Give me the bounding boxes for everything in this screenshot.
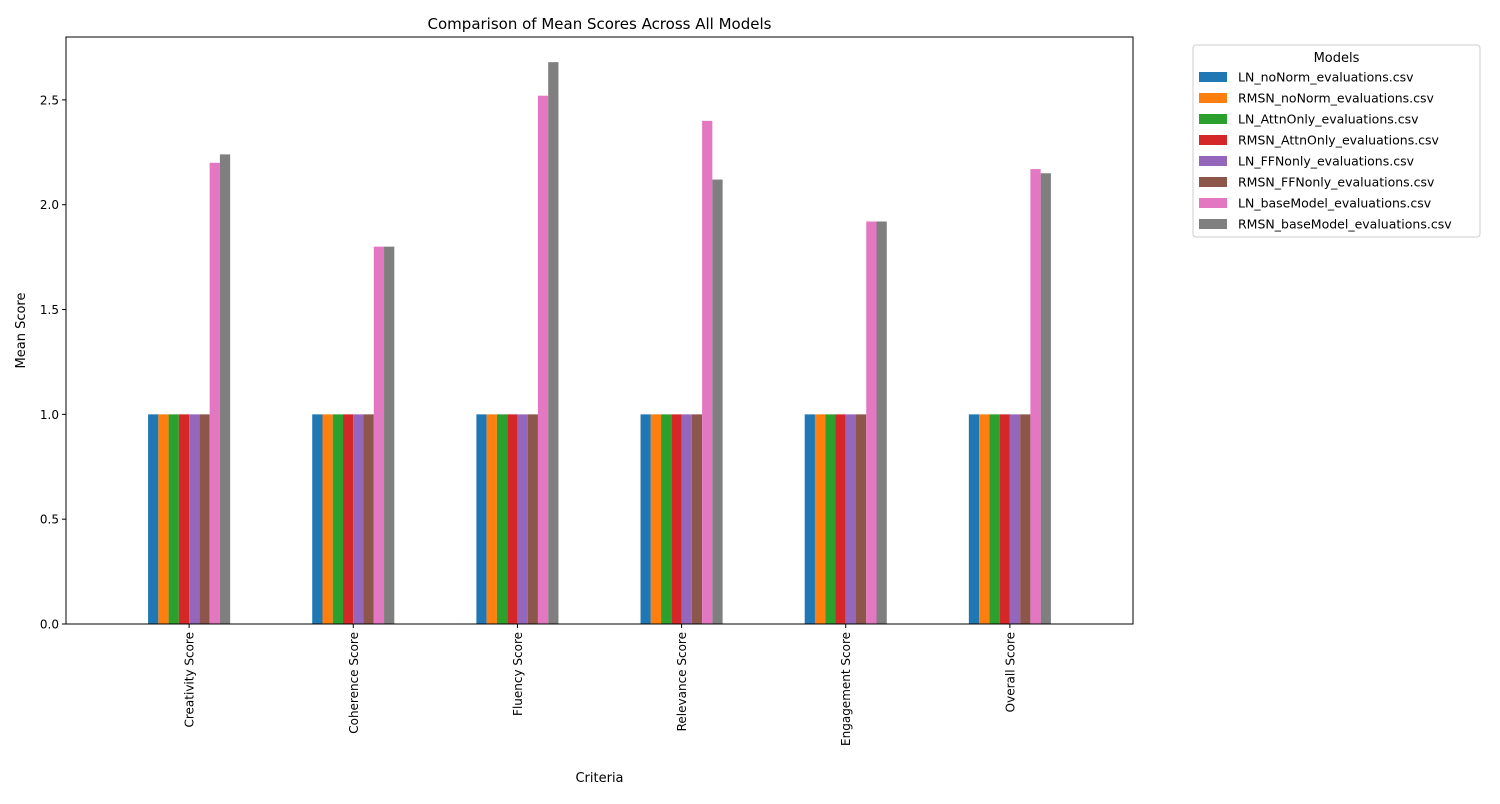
legend-swatch [1199, 198, 1227, 208]
bar [979, 414, 990, 624]
bar [866, 221, 877, 624]
legend-swatch [1199, 156, 1227, 166]
y-axis: 0.0 0.5 1.0 1.5 2.0 2.5 [40, 93, 66, 632]
plot-frame [65, 36, 1134, 625]
legend-swatch [1199, 219, 1227, 229]
x-tick-label: Overall Score [1003, 632, 1017, 712]
legend-entry: LN_AttnOnly_evaluations.csv [1238, 112, 1419, 127]
legend-items: LN_noNorm_evaluations.csv RMSN_noNorm_eva… [1199, 70, 1452, 232]
bar [178, 414, 190, 624]
y-tick-label: 2.5 [40, 93, 59, 107]
bar [199, 414, 210, 624]
bar [804, 414, 815, 624]
legend-entry: LN_noNorm_evaluations.csv [1238, 70, 1414, 85]
bar [671, 414, 682, 624]
bar [1020, 414, 1031, 624]
bar [322, 414, 333, 624]
y-tick-label: 2.0 [40, 198, 59, 212]
bar [343, 414, 354, 624]
bar [814, 414, 826, 624]
bar [845, 414, 856, 624]
bar [1040, 173, 1051, 624]
y-tick-label: 1.5 [40, 303, 59, 317]
x-tick-label: Fluency Score [511, 632, 525, 716]
bar [548, 62, 559, 624]
x-tick-label: Engagement Score [839, 632, 853, 746]
bar [384, 246, 395, 624]
bar [168, 414, 179, 624]
bar [332, 414, 344, 624]
chart-title: Comparison of Mean Scores Across All Mod… [428, 15, 772, 33]
bar [640, 414, 651, 624]
bar [681, 414, 692, 624]
bar [219, 154, 231, 624]
bar [855, 414, 867, 624]
bar [712, 179, 723, 625]
bar [702, 120, 713, 624]
legend: Models LN_noNorm_evaluations.csv RMSN_noN… [1192, 44, 1481, 238]
bar [312, 414, 323, 624]
bar [507, 414, 518, 624]
bar [1030, 169, 1041, 624]
y-tick-label: 1.0 [40, 408, 59, 422]
bar [189, 414, 200, 624]
bar [148, 414, 159, 624]
x-tick-label: Creativity Score [183, 632, 197, 728]
bars-layer [148, 62, 1051, 625]
bar [158, 414, 169, 624]
bar [650, 414, 662, 624]
bar [537, 95, 549, 624]
legend-entry: LN_baseModel_evaluations.csv [1238, 196, 1432, 211]
bar [691, 414, 703, 624]
legend-frame [1192, 44, 1481, 238]
bar [968, 414, 980, 624]
bar [486, 414, 497, 624]
legend-swatch [1199, 72, 1227, 82]
legend-entry: RMSN_FFNonly_evaluations.csv [1238, 175, 1435, 190]
x-axis-label: Criteria [575, 771, 623, 786]
bar [517, 414, 528, 624]
legend-entry: RMSN_AttnOnly_evaluations.csv [1238, 133, 1440, 148]
legend-entry: LN_FFNonly_evaluations.csv [1238, 154, 1415, 169]
bar [476, 414, 487, 624]
bar [1009, 414, 1021, 624]
legend-title: Models [1314, 51, 1360, 66]
x-tick-label: Coherence Score [347, 632, 361, 734]
bar [373, 246, 385, 624]
bar [999, 414, 1010, 624]
legend-entry: RMSN_noNorm_evaluations.csv [1238, 91, 1435, 106]
bar [527, 414, 538, 624]
bar [209, 162, 220, 625]
bar [989, 414, 1000, 624]
x-axis: Creativity Score Coherence Score Fluency S… [183, 624, 1017, 746]
bar [496, 414, 508, 624]
legend-entry: RMSN_baseModel_evaluations.csv [1238, 217, 1452, 232]
bar [363, 414, 374, 624]
x-tick-label: Relevance Score [675, 632, 689, 731]
bar [876, 221, 887, 624]
y-tick-label: 0.5 [40, 513, 59, 527]
legend-swatch [1199, 93, 1227, 103]
bar [661, 414, 672, 624]
legend-swatch [1199, 177, 1227, 187]
y-axis-label: Mean Score [14, 293, 29, 369]
bar [835, 414, 846, 624]
bar [353, 414, 364, 624]
legend-swatch [1199, 135, 1227, 145]
legend-swatch [1199, 114, 1227, 124]
bar [825, 414, 836, 624]
y-tick-label: 0.0 [40, 618, 59, 632]
